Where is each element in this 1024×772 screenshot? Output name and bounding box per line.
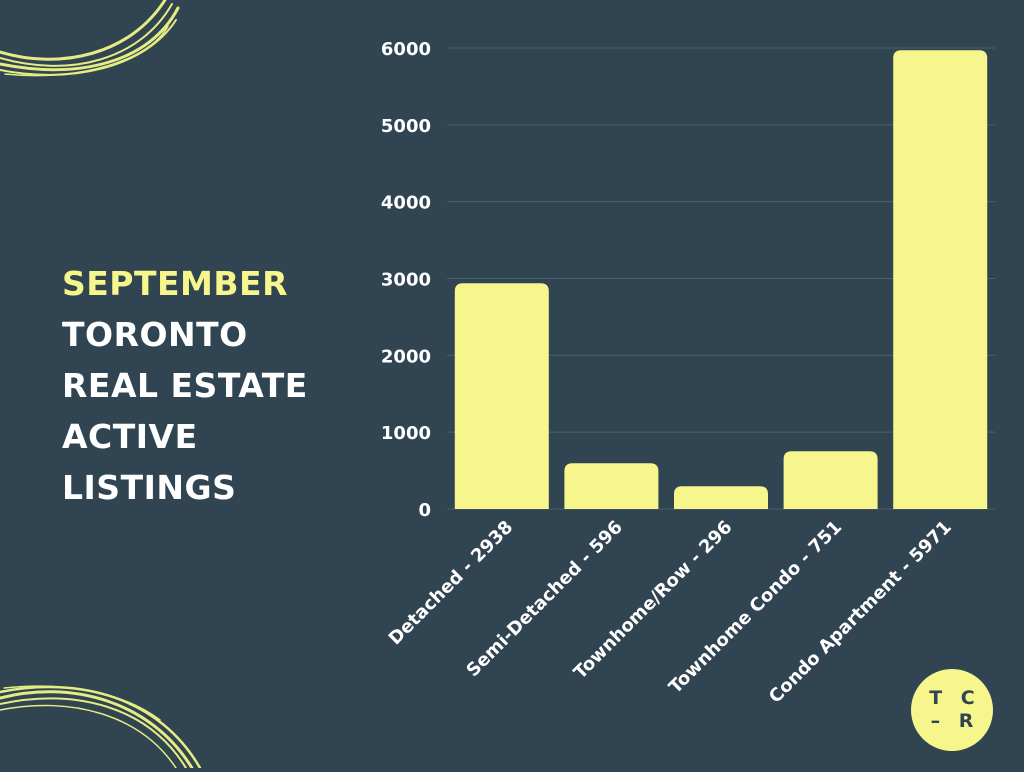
x-category-label: Townhome Condo - 751 <box>665 517 846 698</box>
title-line-2: REAL ESTATE <box>62 366 308 405</box>
bar <box>674 486 768 509</box>
y-tick-label: 2000 <box>381 346 431 367</box>
y-tick-label: 1000 <box>381 423 431 444</box>
y-tick-label: 0 <box>418 500 431 521</box>
title-line-3: ACTIVE <box>62 417 198 456</box>
page-title: SEPTEMBER TORONTO REAL ESTATE ACTIVE LIS… <box>62 258 308 513</box>
y-tick-label: 4000 <box>381 193 431 214</box>
title-line-4: LISTINGS <box>62 468 237 507</box>
y-tick-label: 5000 <box>381 116 431 137</box>
decorative-brush-circle-bottom <box>0 680 210 772</box>
title-month: SEPTEMBER <box>62 264 288 303</box>
bar <box>783 451 878 509</box>
y-tick-label: 6000 <box>381 39 431 60</box>
decorative-brush-circle-top <box>0 0 200 94</box>
bar <box>454 283 549 509</box>
y-tick-label: 3000 <box>381 270 431 291</box>
x-category-label: Detached - 2938 <box>385 517 518 650</box>
bar <box>564 463 659 509</box>
title-line-1: TORONTO <box>62 315 248 354</box>
logo-line-1: T C <box>929 687 981 709</box>
tcr-logo: T C – R <box>911 669 993 751</box>
bar <box>893 50 988 509</box>
logo-line-2: – R <box>930 710 980 732</box>
